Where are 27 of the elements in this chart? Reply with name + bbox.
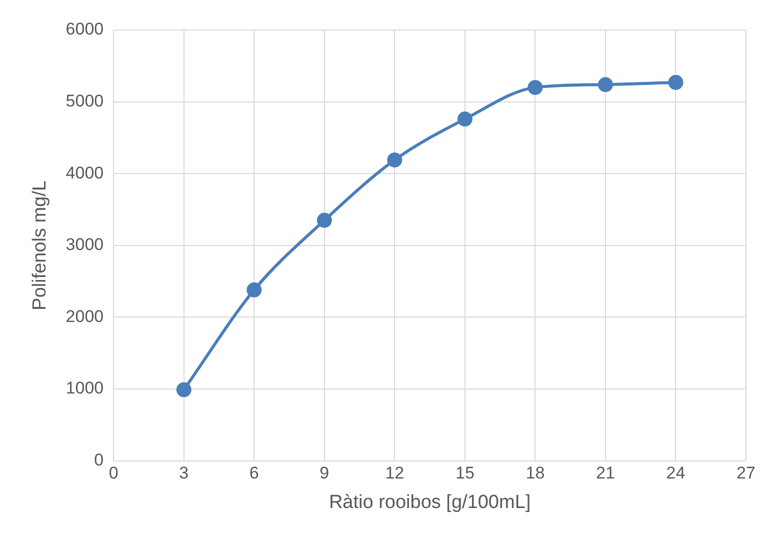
point bbox=[598, 77, 613, 92]
x-tick-label: 9 bbox=[320, 464, 330, 483]
y-tick-label: 2000 bbox=[66, 306, 104, 326]
x-tick-label: 18 bbox=[526, 464, 545, 483]
y-tick-label: 4000 bbox=[66, 163, 104, 182]
x-tick-label: 6 bbox=[249, 464, 259, 483]
y-tick-label: 6000 bbox=[66, 20, 104, 39]
x-tick-label: 3 bbox=[179, 464, 189, 483]
x-tick-label: 15 bbox=[455, 464, 474, 483]
y-tick-label: 5000 bbox=[66, 91, 104, 110]
point bbox=[316, 212, 332, 228]
point bbox=[246, 282, 262, 298]
x-tick-label: 27 bbox=[736, 464, 756, 483]
point bbox=[176, 382, 192, 398]
point bbox=[528, 80, 543, 95]
point bbox=[387, 152, 402, 168]
x-tick-label: 24 bbox=[666, 464, 686, 483]
x-axis-title: Ràtio rooibos [g/100mL] bbox=[328, 492, 531, 513]
y-axis-title: Polifenols mg/L bbox=[30, 180, 51, 310]
y-tick-label: 3000 bbox=[66, 235, 104, 254]
point bbox=[668, 74, 684, 90]
y-tick-label: 0 bbox=[94, 450, 104, 470]
point bbox=[457, 112, 472, 127]
x-tick-label: 21 bbox=[596, 464, 615, 483]
x-tick-label: 12 bbox=[385, 464, 404, 483]
y-tick-label: 1000 bbox=[66, 378, 104, 398]
x-tick-label: 0 bbox=[108, 464, 118, 483]
